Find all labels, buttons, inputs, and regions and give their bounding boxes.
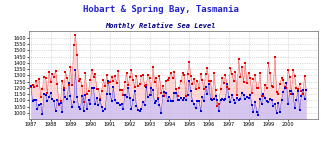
Text: Hobart & Spring Bay, Tasmania: Hobart & Spring Bay, Tasmania [82,5,239,14]
Text: Monthly Relative Sea Level: Monthly Relative Sea Level [105,22,216,29]
